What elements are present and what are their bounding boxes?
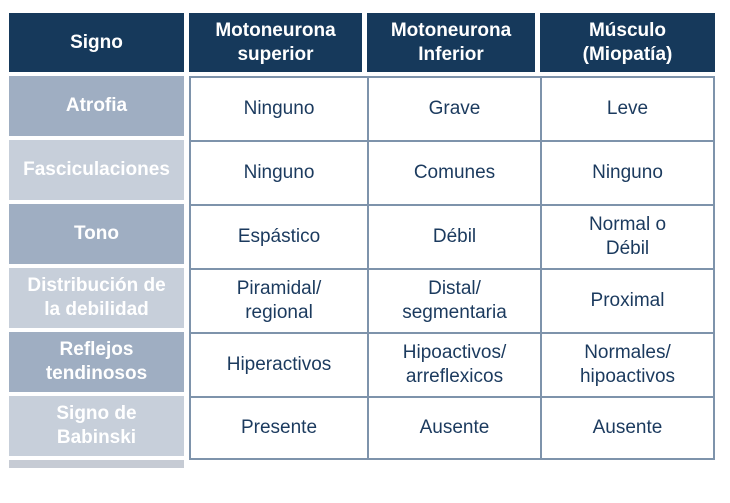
cell-inferior: Hipoactivos/ arreflexicos: [367, 332, 540, 396]
row-label: Atrofia: [9, 76, 189, 140]
cell-inferior: Distal/ segmentaria: [367, 268, 540, 332]
cell-musculo: Proximal: [540, 268, 715, 332]
table-row-babinski: Signo de Babinski Presente Ausente Ausen…: [9, 396, 715, 460]
row-label: Signo de Babinski: [9, 396, 189, 460]
cell-musculo: Normales/ hipoactivos: [540, 332, 715, 396]
cell-superior: Hiperactivos: [189, 332, 367, 396]
cell-superior: Ninguno: [189, 140, 367, 204]
cell-inferior: Ausente: [367, 396, 540, 460]
header-signo: Signo: [9, 13, 189, 76]
table-row-atrofia: Atrofia Ninguno Grave Leve: [9, 76, 715, 140]
table-wrapper: Signo Motoneurona superior Motoneurona I…: [9, 13, 715, 468]
cell-superior: Piramidal/ regional: [189, 268, 367, 332]
cell-superior: Presente: [189, 396, 367, 460]
row-label: Fasciculaciones: [9, 140, 189, 204]
cell-superior: Espástico: [189, 204, 367, 268]
signs-comparison-table: Signo Motoneurona superior Motoneurona I…: [9, 13, 715, 468]
cell-musculo: Ausente: [540, 396, 715, 460]
table-row-tono: Tono Espástico Débil Normal o Débil: [9, 204, 715, 268]
row-label: Tono: [9, 204, 189, 268]
header-motoneurona-superior: Motoneurona superior: [189, 13, 367, 76]
table-row-fasciculaciones: Fasciculaciones Ninguno Comunes Ninguno: [9, 140, 715, 204]
cell-inferior: Comunes: [367, 140, 540, 204]
table-row-distribucion: Distribución de la debilidad Piramidal/ …: [9, 268, 715, 332]
label-column-shadow: [9, 460, 189, 468]
header-musculo-miopatia: Músculo (Miopatía): [540, 13, 715, 76]
cell-superior: Ninguno: [189, 76, 367, 140]
row-label: Distribución de la debilidad: [9, 268, 189, 332]
cell-musculo: Normal o Débil: [540, 204, 715, 268]
cell-musculo: Leve: [540, 76, 715, 140]
cell-musculo: Ninguno: [540, 140, 715, 204]
row-label: Reflejos tendinosos: [9, 332, 189, 396]
label-column-shadow-row: [9, 460, 715, 468]
shadow-row-spacer: [189, 460, 715, 468]
header-motoneurona-inferior: Motoneurona Inferior: [367, 13, 540, 76]
table-row-reflejos: Reflejos tendinosos Hiperactivos Hipoact…: [9, 332, 715, 396]
cell-inferior: Débil: [367, 204, 540, 268]
header-row: Signo Motoneurona superior Motoneurona I…: [9, 13, 715, 76]
cell-inferior: Grave: [367, 76, 540, 140]
